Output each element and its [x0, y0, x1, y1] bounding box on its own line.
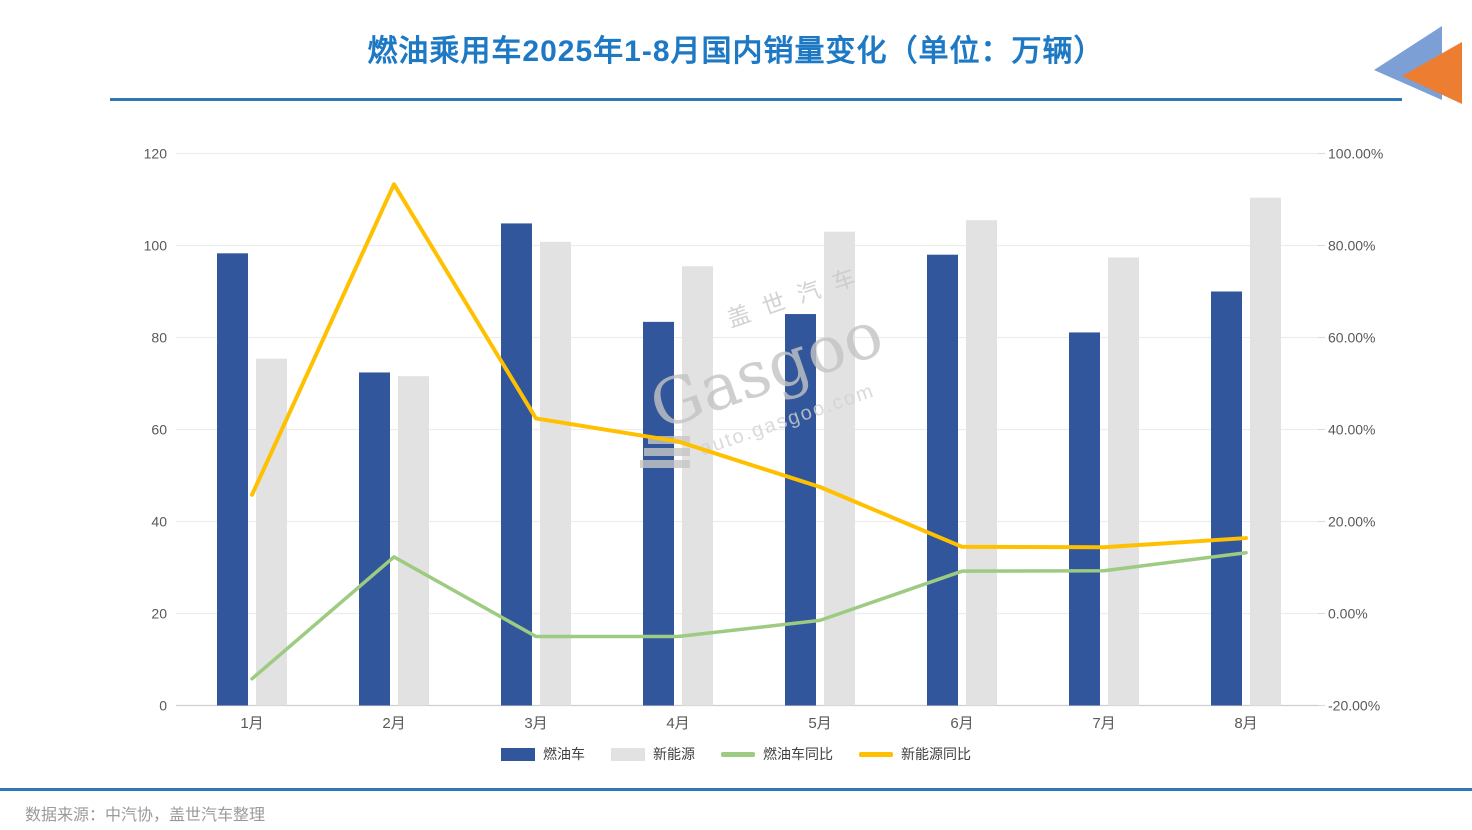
- bar-燃油车-7月: [1069, 332, 1100, 706]
- bar-燃油车-5月: [785, 314, 816, 706]
- x-axis-label: 3月: [524, 715, 547, 732]
- bar-新能源-5月: [824, 231, 855, 706]
- sales-chart: 120 100 80 60 40 20 0 100.00% 80.00% 60.00% 40.00%…: [144, 146, 1384, 733]
- left-axis-tick: 60: [151, 422, 167, 438]
- left-axis-tick: 120: [144, 146, 168, 162]
- line-新能源同比: [250, 182, 1248, 550]
- right-axis-tick: 80.00%: [1328, 238, 1375, 254]
- x-axis-label: 8月: [1234, 715, 1257, 732]
- bar-新能源-6月: [966, 220, 997, 706]
- bar-燃油车-1月: [217, 253, 248, 706]
- legend-label: 燃油车同比: [763, 746, 833, 762]
- right-axis-tick: 100.00%: [1328, 146, 1383, 162]
- legend-label: 新能源: [653, 746, 695, 762]
- chart-legend: 燃油车 新能源 燃油车同比 新能源同比: [0, 744, 1472, 764]
- right-axis-tick: 40.00%: [1328, 422, 1375, 438]
- legend-item-nev: 新能源: [611, 744, 695, 764]
- bar-燃油车-4月: [643, 321, 674, 706]
- legend-label: 新能源同比: [901, 746, 971, 762]
- nev-yoy-line-swatch-icon: [859, 751, 893, 757]
- bar-燃油车-8月: [1211, 291, 1242, 706]
- chart-title: 燃油乘用车2025年1-8月国内销量变化（单位：万辆）: [367, 35, 1105, 68]
- bar-新能源-8月: [1250, 197, 1281, 706]
- left-axis-tick: 80: [151, 330, 167, 346]
- x-axis-label: 1月: [240, 715, 263, 732]
- x-axis-label: 7月: [1092, 715, 1115, 732]
- right-axis-tick: 0.00%: [1328, 606, 1368, 622]
- right-axis-tick: -20.00%: [1328, 698, 1380, 714]
- fuel-yoy-line-swatch-icon: [721, 751, 755, 757]
- bar-燃油车-2月: [359, 372, 390, 706]
- left-axis-tick: 20: [151, 606, 167, 622]
- x-axis-label: 6月: [950, 715, 973, 732]
- legend-item-nev-yoy: 新能源同比: [859, 744, 971, 764]
- legend-label: 燃油车: [543, 746, 585, 762]
- title-divider: [110, 98, 1402, 101]
- bar-新能源-1月: [256, 358, 287, 706]
- legend-item-fuel: 燃油车: [501, 744, 585, 764]
- x-axis-label: 4月: [666, 715, 689, 732]
- nev-bar-swatch-icon: [611, 747, 645, 761]
- x-axis-label: 2月: [382, 715, 405, 732]
- right-axis-tick: 20.00%: [1328, 514, 1375, 530]
- bar-新能源-7月: [1108, 257, 1139, 706]
- right-axis-tick: 60.00%: [1328, 330, 1375, 346]
- gasgoo-logo-icon: [1374, 26, 1462, 104]
- left-axis-tick: 100: [144, 238, 168, 254]
- data-source-text: 数据来源：中汽协，盖世汽车整理: [25, 807, 266, 824]
- bar-燃油车-6月: [927, 254, 958, 706]
- left-axis-tick: 0: [159, 698, 167, 714]
- x-axis-label: 5月: [808, 715, 831, 732]
- fuel-bar-swatch-icon: [501, 747, 535, 761]
- bar-新能源-4月: [682, 266, 713, 706]
- line-燃油车同比: [250, 551, 1248, 681]
- bar-新能源-3月: [540, 241, 571, 706]
- left-axis-tick: 40: [151, 514, 167, 530]
- bar-新能源-2月: [398, 376, 429, 706]
- legend-item-fuel-yoy: 燃油车同比: [721, 744, 833, 764]
- footer-divider: [0, 788, 1472, 791]
